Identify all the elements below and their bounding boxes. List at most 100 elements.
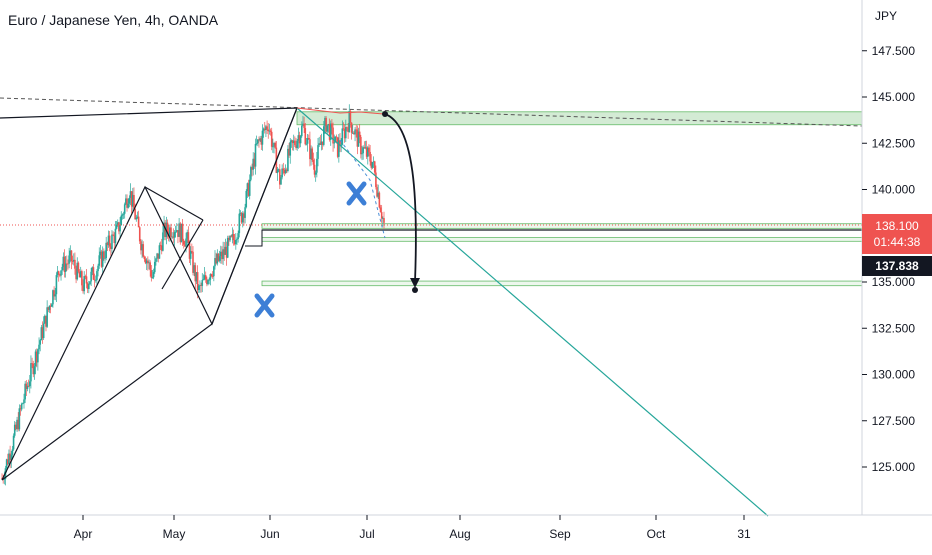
candle-body bbox=[324, 117, 326, 127]
candle-body bbox=[283, 169, 286, 174]
time-axis[interactable]: Apr May Jun Jul Aug Sep Oct 31 bbox=[74, 515, 751, 541]
candle-body bbox=[217, 253, 220, 261]
blue-dashed-pattern[interactable] bbox=[339, 139, 386, 239]
candle-body bbox=[151, 277, 154, 279]
candle-body bbox=[301, 125, 303, 137]
candle-body bbox=[20, 403, 23, 410]
candle-body bbox=[201, 280, 204, 286]
step-line[interactable] bbox=[245, 229, 272, 247]
candle-body bbox=[76, 262, 79, 280]
candle-body bbox=[122, 213, 125, 215]
candle-body bbox=[89, 281, 91, 285]
candle-body bbox=[63, 256, 66, 272]
candle-body bbox=[199, 285, 201, 286]
candle-body bbox=[157, 253, 160, 259]
candle-body bbox=[317, 145, 319, 159]
candle-body bbox=[132, 194, 134, 207]
candle-body bbox=[210, 274, 213, 276]
candle-body bbox=[113, 235, 116, 244]
x-marker-2-icon bbox=[254, 293, 275, 318]
candle-body bbox=[281, 168, 283, 178]
price-tick-label: 140.000 bbox=[872, 183, 916, 197]
projection-arrow[interactable] bbox=[384, 113, 417, 283]
candle-body bbox=[85, 276, 88, 284]
candle-body bbox=[70, 250, 73, 262]
candle-body bbox=[86, 283, 89, 289]
candle-body bbox=[244, 207, 246, 218]
candle-body bbox=[47, 307, 50, 310]
candle-body bbox=[64, 263, 67, 272]
price-tick-label: 147.500 bbox=[872, 44, 916, 58]
time-tick-label: Aug bbox=[449, 527, 470, 541]
candle-body bbox=[273, 142, 275, 147]
candle-body bbox=[69, 250, 72, 256]
green-trendline[interactable] bbox=[296, 107, 769, 517]
candle-body bbox=[285, 169, 288, 172]
candle-body bbox=[272, 146, 274, 148]
candle-body bbox=[206, 279, 208, 285]
candle-body bbox=[306, 138, 309, 144]
candle-body bbox=[163, 222, 165, 233]
candle-body bbox=[223, 249, 226, 255]
harmonic-pattern-leg[interactable] bbox=[144, 186, 204, 221]
arrow-start-dot[interactable] bbox=[382, 111, 388, 117]
candle-body bbox=[192, 251, 194, 273]
candle-body bbox=[34, 351, 37, 367]
candle-body bbox=[354, 129, 356, 135]
candle-body bbox=[125, 198, 127, 205]
candle-body bbox=[137, 216, 140, 228]
candle-body bbox=[279, 169, 281, 185]
harmonic-pattern-inner[interactable] bbox=[1, 107, 298, 481]
candle-body bbox=[25, 383, 28, 390]
candle-body bbox=[71, 261, 74, 262]
candle-body bbox=[331, 123, 333, 128]
candle-body bbox=[204, 275, 207, 280]
candle-body bbox=[375, 172, 377, 188]
candle-body bbox=[345, 127, 347, 139]
candle-body bbox=[111, 234, 113, 249]
candle-body bbox=[82, 285, 84, 292]
candle-body bbox=[202, 279, 205, 281]
candle-body bbox=[274, 142, 276, 148]
candle-body bbox=[251, 167, 253, 170]
red-pattern[interactable] bbox=[296, 107, 385, 115]
candle-body bbox=[253, 158, 256, 167]
harmonic-pattern-leg-2[interactable] bbox=[161, 219, 204, 290]
arrow-end-dot[interactable] bbox=[412, 287, 418, 293]
candle-body bbox=[66, 263, 68, 265]
candle-body bbox=[312, 159, 315, 165]
candle-body bbox=[162, 232, 164, 251]
bar-countdown: 01:44:38 bbox=[873, 235, 921, 249]
candle-body bbox=[216, 253, 219, 264]
candle-body bbox=[118, 222, 120, 232]
candle-body bbox=[78, 271, 81, 278]
candle-body bbox=[196, 272, 199, 291]
candle-body bbox=[18, 408, 21, 430]
candle-body bbox=[228, 237, 230, 241]
candle-body bbox=[49, 305, 52, 307]
price-tick-label: 135.000 bbox=[872, 275, 916, 289]
x-marker-1-icon bbox=[346, 181, 367, 206]
candle-body bbox=[284, 169, 287, 174]
candle-body bbox=[26, 385, 29, 390]
currency-label: JPY bbox=[875, 9, 897, 23]
candle-body bbox=[170, 227, 172, 238]
candle-body bbox=[144, 259, 147, 264]
candle-body bbox=[67, 263, 69, 265]
candle-body bbox=[229, 235, 231, 241]
time-tick-label: Oct bbox=[647, 527, 666, 541]
candle-body bbox=[136, 216, 139, 218]
candle-body bbox=[155, 258, 157, 262]
dashed-trendline[interactable] bbox=[0, 97, 863, 127]
candle-body bbox=[232, 234, 235, 241]
candle-body bbox=[373, 161, 376, 173]
candle-body bbox=[255, 143, 258, 145]
candle-body bbox=[302, 123, 304, 126]
candle-body bbox=[16, 419, 18, 430]
candle-body bbox=[224, 246, 227, 255]
candle-body bbox=[341, 128, 344, 145]
candle-body bbox=[123, 204, 126, 214]
candle-body bbox=[287, 148, 289, 172]
